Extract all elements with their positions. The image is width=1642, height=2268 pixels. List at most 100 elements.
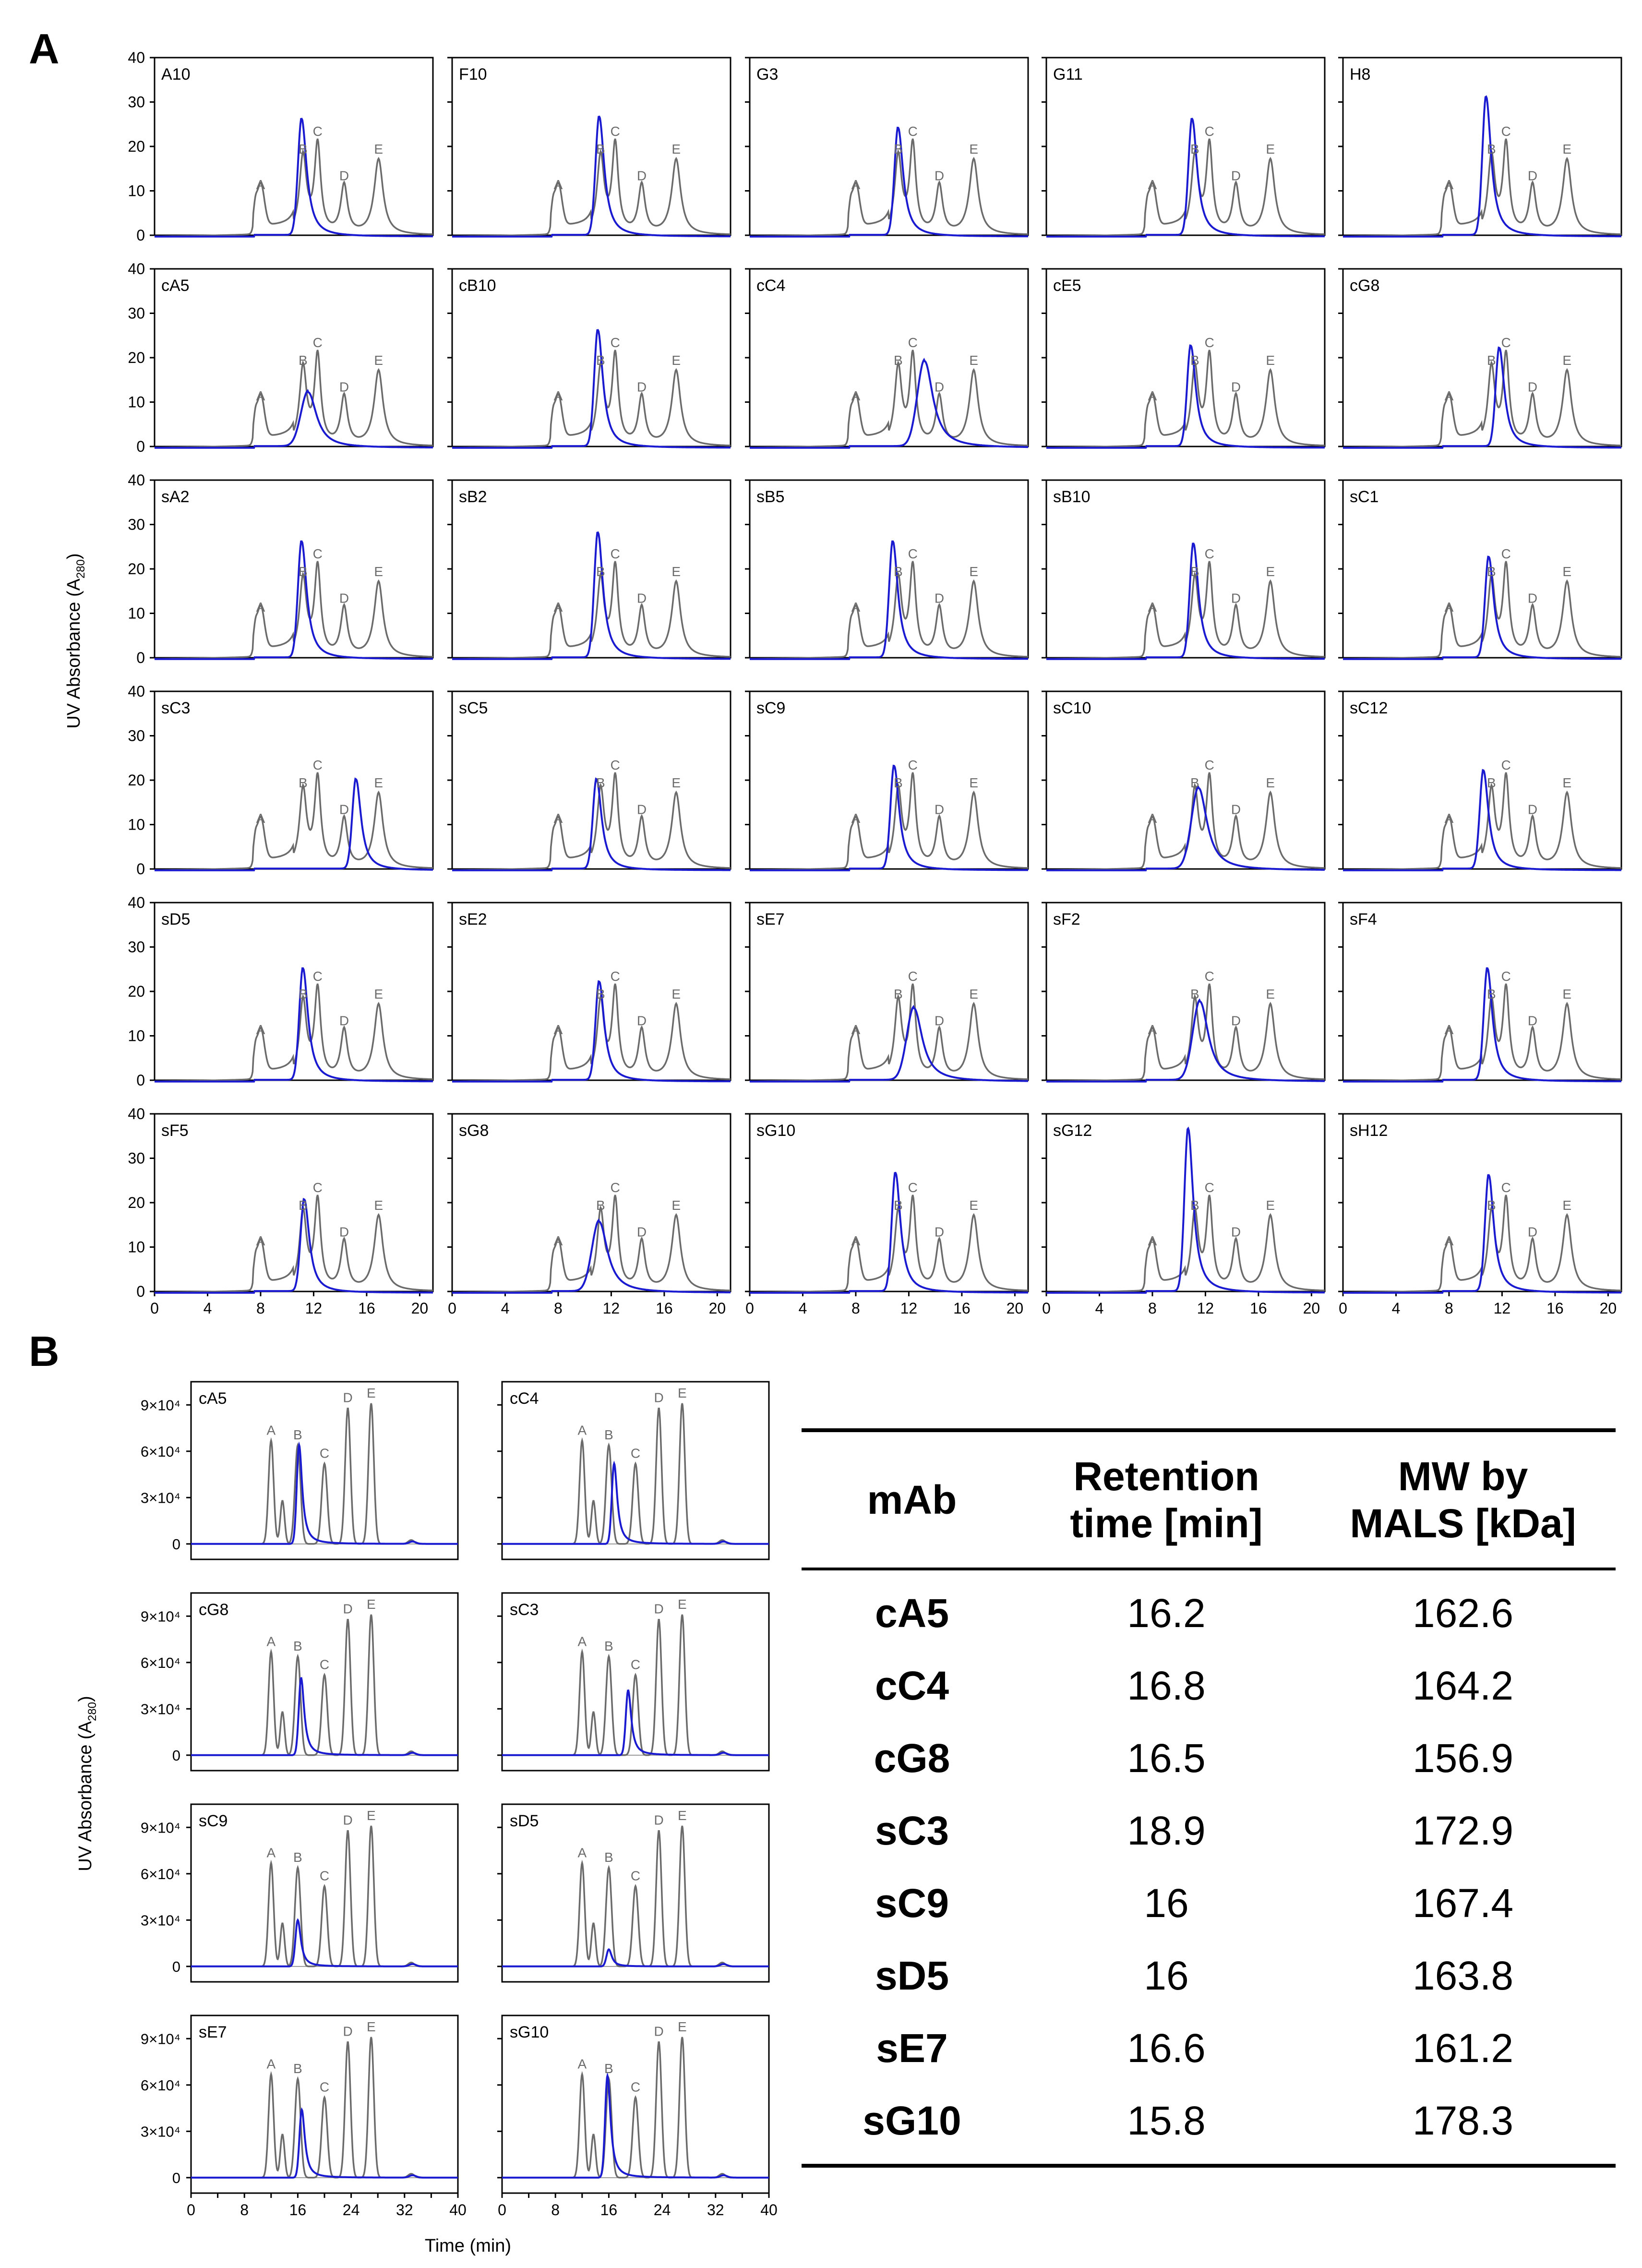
header-mw-line2: MALS [kDa] bbox=[1350, 1501, 1576, 1546]
y-tick-label: 10 bbox=[128, 816, 145, 833]
sample-trace bbox=[1343, 1174, 1621, 1294]
peak-label-E: E bbox=[678, 2019, 687, 2034]
peak-label-A: A bbox=[554, 177, 563, 192]
y-tick-label: 30 bbox=[128, 1150, 145, 1167]
peak-label-C: C bbox=[611, 124, 620, 139]
peak-label-B: B bbox=[604, 2061, 613, 2076]
peak-label-B: B bbox=[1487, 775, 1496, 790]
table-row: cA5 16.2 162.6 bbox=[802, 1577, 1616, 1650]
table-body: cA5 16.2 162.6 cC4 16.8 164.2 cG8 16.5 156.9 sC3 1… bbox=[802, 1577, 1616, 2157]
cell-mw: 156.9 bbox=[1412, 1736, 1514, 1781]
cell-mab: sC9 bbox=[875, 1881, 949, 1926]
sample-name-label: sF2 bbox=[1053, 910, 1080, 929]
peak-label-B: B bbox=[894, 775, 903, 790]
y-tick-label: 0 bbox=[136, 438, 145, 455]
cell-mw: 167.4 bbox=[1412, 1881, 1514, 1926]
y-tick-label: 3×10⁴ bbox=[141, 2123, 180, 2140]
standard-trace bbox=[452, 350, 731, 449]
plot-frame bbox=[154, 902, 434, 1081]
y-tick-label: 3×10⁴ bbox=[141, 1912, 180, 1929]
sample-name-label: sF4 bbox=[1350, 910, 1377, 929]
plot-frame bbox=[501, 1803, 770, 1983]
cell-mab: sD5 bbox=[875, 1953, 949, 1998]
sample-name-label: sC5 bbox=[459, 699, 488, 717]
sample-trace bbox=[155, 967, 433, 1083]
standard-trace bbox=[191, 1825, 458, 1967]
peak-label-A: A bbox=[266, 1845, 276, 1860]
y-tick-label: 20 bbox=[128, 560, 145, 578]
sample-trace bbox=[452, 980, 731, 1083]
standard-trace bbox=[452, 772, 731, 871]
peak-label-B: B bbox=[299, 987, 308, 1001]
peak-label-B: B bbox=[596, 142, 605, 157]
peak-label-A: A bbox=[851, 388, 861, 403]
peak-label-A: A bbox=[577, 1845, 587, 1860]
y-tick-label: 20 bbox=[128, 983, 145, 1000]
sample-name-label: cC4 bbox=[510, 1389, 539, 1408]
peak-label-D: D bbox=[343, 1390, 353, 1405]
peak-label-C: C bbox=[611, 969, 620, 984]
x-tick-label: 0 bbox=[1042, 1300, 1051, 1317]
peak-label-C: C bbox=[908, 546, 918, 561]
peak-label-B: B bbox=[894, 1198, 903, 1213]
peak-label-A: A bbox=[266, 1634, 276, 1649]
peak-label-B: B bbox=[1190, 353, 1199, 368]
peak-label-A: A bbox=[851, 177, 861, 192]
sample-trace bbox=[1343, 769, 1621, 871]
panel-b-ylabel: UV Absorbance (A280) bbox=[75, 1696, 99, 1871]
sample-name-label: sE7 bbox=[199, 2023, 227, 2041]
sample-name-label: sA2 bbox=[161, 488, 190, 506]
panel-b-label: B bbox=[29, 1327, 60, 1375]
peak-label-D: D bbox=[637, 1225, 647, 1240]
standard-trace bbox=[502, 1403, 769, 1545]
table-row: cG8 16.5 156.9 bbox=[802, 1722, 1616, 1795]
sample-trace bbox=[191, 1677, 458, 1756]
x-tick-label: 4 bbox=[1392, 1300, 1401, 1317]
cell-retention: 15.8 bbox=[1127, 2098, 1206, 2143]
standard-trace bbox=[502, 2037, 769, 2179]
y-tick-label: 20 bbox=[128, 138, 145, 155]
cell-mw: 172.9 bbox=[1412, 1808, 1514, 1853]
table-header-rule bbox=[802, 1568, 1616, 1570]
y-tick-label: 0 bbox=[172, 1747, 180, 1764]
peak-label-D: D bbox=[1528, 591, 1537, 606]
x-tick-label: 24 bbox=[654, 2201, 671, 2219]
x-tick-label: 12 bbox=[1197, 1300, 1214, 1317]
peak-label-D: D bbox=[339, 1225, 349, 1240]
peak-label-A: A bbox=[266, 1423, 276, 1437]
panel-b-xlabel: Time (min) bbox=[425, 2236, 511, 2256]
x-tick-label: 12 bbox=[305, 1300, 323, 1317]
table-row: cC4 16.8 164.2 bbox=[802, 1650, 1616, 1722]
peak-label-C: C bbox=[908, 335, 918, 350]
peak-label-C: C bbox=[1501, 546, 1511, 561]
y-tick-label: 0 bbox=[136, 1072, 145, 1089]
plot-frame bbox=[451, 57, 731, 236]
standard-trace bbox=[1343, 772, 1621, 871]
header-retention-line1: Retention bbox=[1073, 1454, 1259, 1499]
x-tick-label: 4 bbox=[501, 1300, 510, 1317]
x-tick-label: 0 bbox=[448, 1300, 456, 1317]
sample-name-label: A10 bbox=[161, 65, 191, 84]
peak-label-D: D bbox=[935, 1225, 944, 1240]
y-tick-label: 6×10⁴ bbox=[141, 1443, 180, 1460]
peak-label-B: B bbox=[293, 2061, 302, 2076]
cell-retention: 16 bbox=[1144, 1953, 1189, 1998]
plot-frame bbox=[154, 1113, 434, 1292]
table-header: mAb Retention time [min] MW by MALS [kDa… bbox=[802, 1432, 1616, 1568]
x-tick-label: 8 bbox=[1148, 1300, 1157, 1317]
peak-label-D: D bbox=[1528, 1225, 1537, 1240]
peak-label-E: E bbox=[367, 2019, 376, 2034]
y-tick-label: 30 bbox=[128, 939, 145, 956]
y-tick-label: 30 bbox=[128, 727, 145, 745]
plot-frame bbox=[154, 268, 434, 447]
peak-label-A: A bbox=[554, 388, 563, 403]
peak-label-D: D bbox=[1528, 802, 1537, 817]
